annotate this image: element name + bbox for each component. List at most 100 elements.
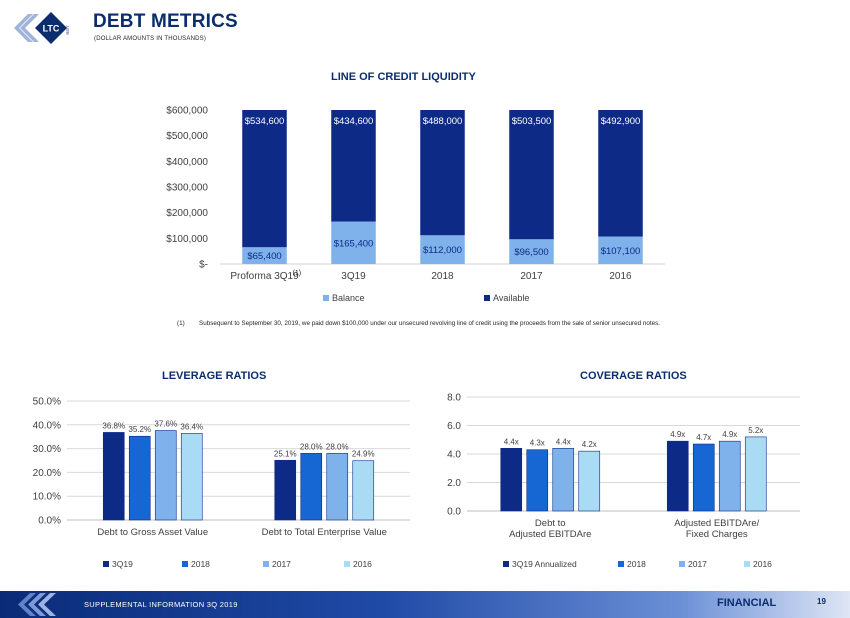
y-tick-label: 40.0%: [33, 420, 61, 431]
legend-swatch: [103, 561, 109, 567]
x-tick-label: 2016: [609, 271, 632, 282]
x-tick-label: Fixed Charges: [686, 529, 748, 540]
bar-2017: [326, 453, 349, 521]
legend-label: 2016: [353, 559, 372, 569]
bar-value-label: $434,600: [334, 116, 374, 127]
x-tick-label: Adjusted EBITDAre: [509, 529, 591, 540]
bar-2017: [718, 440, 741, 512]
x-tick-label: Debt to Gross Asset Value: [97, 527, 208, 538]
bar-available: [331, 110, 376, 222]
x-tick-label: 2018: [431, 271, 454, 282]
legend-swatch: [679, 561, 685, 567]
y-tick-label: 4.0: [447, 450, 461, 461]
bar-value-label: $534,600: [245, 116, 285, 127]
x-tick-label: 2017: [520, 271, 543, 282]
legend-swatch: [263, 561, 269, 567]
y-tick-label: $600,000: [166, 106, 208, 117]
ltc-logo: LTC REIT: [14, 12, 70, 44]
legend-swatch: [344, 561, 350, 567]
y-tick-label: $-: [199, 260, 208, 271]
y-tick-label: 8.0: [447, 393, 461, 404]
x-tick-label: Debt to: [535, 518, 566, 529]
bar-2018: [692, 443, 715, 512]
bar-2016: [352, 460, 375, 521]
bar-value-label: 24.9%: [352, 450, 375, 459]
y-tick-label: 6.0: [447, 421, 461, 432]
y-tick-label: $300,000: [166, 183, 208, 194]
legend-swatch: [323, 295, 329, 301]
bar-balance: [598, 236, 643, 264]
bar-available: [598, 110, 643, 237]
bar-value-label: $165,400: [334, 238, 374, 249]
bar-value-label: 4.9x: [670, 430, 685, 439]
x-tick-note: (1): [293, 270, 302, 277]
legend-swatch: [503, 561, 509, 567]
y-tick-label: 30.0%: [33, 444, 61, 455]
y-tick-label: $400,000: [166, 157, 208, 168]
bar-available: [509, 110, 554, 240]
y-tick-label: 50.0%: [33, 397, 61, 408]
legend-label: 2016: [753, 559, 772, 569]
bar-value-label: 36.8%: [102, 421, 125, 430]
y-tick-label: $100,000: [166, 234, 208, 245]
bar-balance: [509, 239, 554, 264]
legend-label: 2017: [688, 559, 707, 569]
page-subtitle: (DOLLAR AMOUNTS IN THOUSANDS): [94, 36, 207, 42]
bar-2016: [578, 450, 601, 512]
bar-value-label: 28.0%: [300, 442, 323, 451]
legend-label: Balance: [332, 293, 365, 303]
x-tick-label: Adjusted EBITDAre/: [674, 518, 759, 529]
bar-2018: [300, 453, 323, 521]
legend-label: 2018: [191, 559, 210, 569]
bar-value-label: $492,900: [601, 116, 641, 127]
footer-bar: [0, 591, 850, 618]
bar-value-label: 37.6%: [154, 420, 177, 429]
page-number: 19: [817, 597, 826, 606]
bar-3q19: [102, 432, 125, 521]
bar-2016: [180, 433, 203, 521]
footnote-number: (1): [177, 320, 185, 327]
legend-label: 2017: [272, 559, 291, 569]
bar-value-label: $65,400: [247, 251, 281, 262]
bar-3q19-annualized: [500, 447, 523, 512]
legend-label: Available: [493, 293, 529, 303]
bar-value-label: $107,100: [601, 246, 641, 257]
bar-2017: [552, 447, 575, 512]
legend-swatch: [484, 295, 490, 301]
bar-3q19-annualized: [666, 440, 689, 512]
logo-subtext: REIT: [65, 25, 70, 35]
legend-swatch: [744, 561, 750, 567]
leverage-ratios-chart: 0.0%10.0%20.0%30.0%40.0%50.0%36.8% 35.2%3…: [33, 397, 410, 569]
bar-value-label: $112,000: [423, 245, 462, 256]
x-tick-label: 3Q19: [341, 271, 366, 282]
bar-value-label: $488,000: [423, 116, 463, 127]
bar-value-label: 28.0%: [326, 442, 349, 451]
bar-2017: [154, 430, 177, 521]
bar-value-label: 35.2%: [128, 425, 151, 434]
legend-swatch: [618, 561, 624, 567]
y-tick-label: 20.0%: [33, 468, 61, 479]
y-tick-label: 10.0%: [33, 492, 61, 503]
legend-swatch: [182, 561, 188, 567]
footer-section-title: FINANCIAL: [717, 597, 777, 609]
x-tick-label: Debt to Total Enterprise Value: [262, 527, 387, 538]
legend-label: 3Q19 Annualized: [512, 559, 577, 569]
x-tick-label: Proforma 3Q19: [230, 271, 299, 282]
page-title: DEBT METRICS: [93, 11, 238, 32]
bar-balance: [420, 235, 465, 264]
bar-2018: [526, 449, 549, 512]
bar-balance: [331, 221, 376, 264]
credit-chart-title: LINE OF CREDIT LIQUIDITY: [331, 71, 476, 83]
bar-2016: [744, 436, 767, 512]
bar-value-label: 4.4x: [556, 437, 571, 446]
legend-label: 2018: [627, 559, 646, 569]
bar-value-label: 5.2x: [748, 426, 763, 435]
bar-value-label: $96,500: [514, 247, 548, 258]
y-tick-label: 2.0: [447, 478, 461, 489]
bar-available: [420, 110, 465, 236]
bar-value-label: 36.4%: [180, 422, 203, 431]
chevrons-icon: [18, 593, 56, 616]
leverage-chart-title: LEVERAGE RATIOS: [162, 370, 267, 382]
bar-value-label: 4.4x: [504, 437, 519, 446]
coverage-chart-title: COVERAGE RATIOS: [580, 370, 687, 382]
